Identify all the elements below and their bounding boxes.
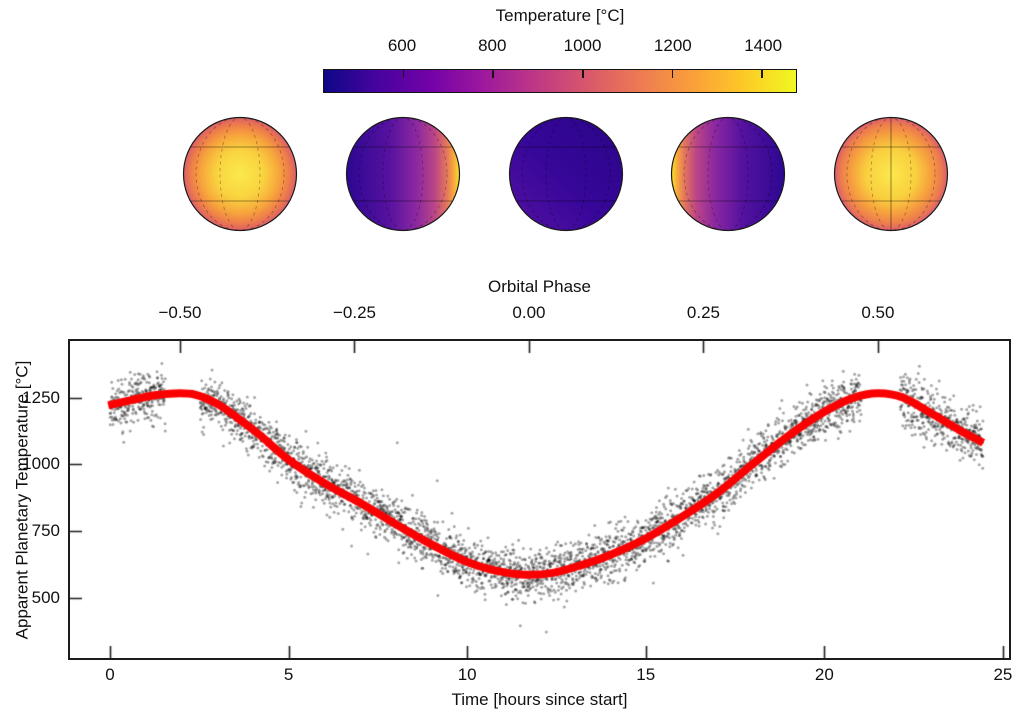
colorbar-tick-mark (492, 70, 494, 78)
planet-disk (182, 116, 298, 232)
planet-map-evening-terminator (345, 116, 461, 232)
planet-map-nightside (508, 116, 623, 232)
planet-latlon-grid (353, 118, 453, 230)
phase-curve-canvas (70, 341, 1009, 658)
planet-disk (345, 116, 461, 232)
x-tick-label: 15 (636, 665, 656, 684)
planet-latlon-grid (515, 118, 616, 230)
colorbar-tick-label: 600 (387, 36, 417, 55)
planet-map-dayside-right (833, 116, 949, 232)
x-axis-label: Time [hours since start] (451, 690, 628, 709)
colorbar-title: Temperature [°C] (495, 6, 625, 25)
colorbar-tick-mark (671, 70, 674, 78)
y-tick-label: 500 (31, 587, 60, 607)
top-axis-title: Orbital Phase (488, 277, 591, 296)
colorbar-tick-mark (581, 70, 584, 78)
planet-latlon-grid (678, 118, 778, 230)
colorbar-tick-label: 1200 (653, 36, 692, 55)
plot-area (68, 339, 1011, 660)
y-tick-label: 1000 (22, 454, 60, 474)
planet-disk (508, 116, 623, 232)
x-tick-label: 20 (814, 665, 834, 684)
x-tick-label: 0 (105, 665, 115, 684)
planet-latlon-grid (190, 118, 290, 230)
colorbar-gradient-bar (323, 69, 797, 93)
y-tick-label: 750 (31, 521, 60, 541)
x-tick-label: 5 (283, 665, 294, 684)
x-tick-label: 10 (457, 665, 477, 684)
y-axis-label: Apparent Planetary Temperature [°C] (12, 360, 32, 640)
y-tick-label: 1250 (22, 387, 60, 407)
colorbar-tick-mark (402, 70, 405, 78)
planet-map-morning-terminator (670, 116, 786, 232)
phase-tick-label: 0.25 (686, 303, 720, 322)
planet-disk (670, 116, 786, 232)
colorbar-tick-label: 800 (478, 36, 507, 55)
colorbar-tick-label: 1400 (744, 36, 783, 55)
phase-tick-label: 0.00 (512, 303, 546, 322)
x-tick-label: 25 (993, 665, 1013, 684)
planet-map-dayside-left (182, 116, 298, 232)
planet-latlon-grid (841, 118, 941, 230)
colorbar-tick-mark (761, 70, 763, 78)
colorbar-tick-label: 1000 (563, 36, 602, 55)
phase-tick-label: 0.50 (861, 303, 895, 322)
phase-tick-label: −0.25 (332, 303, 376, 322)
phase-tick-label: −0.50 (158, 303, 202, 322)
